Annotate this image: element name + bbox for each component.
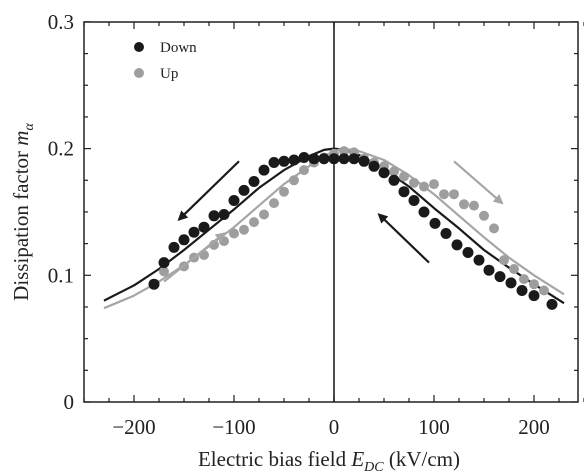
data-point-down [462,247,474,258]
x-axis-subscript: DC [363,460,384,472]
data-point-up [239,224,249,235]
legend-label-down: Down [160,40,197,56]
data-point-down [268,157,280,168]
y-axis-symbol: m [9,131,33,146]
x-tick-label: 200 [518,415,550,439]
data-point-down [451,239,463,251]
x-axis-label: Electric bias field EDC (kV/cm) [198,447,460,472]
data-point-up [299,165,309,176]
data-point-up [459,199,469,210]
data-point-down [198,221,210,233]
legend-label-up: Up [160,66,178,82]
plot-frame [83,21,579,403]
legend-marker-up [134,68,144,78]
data-point-up [289,175,299,186]
y-axis-subscript: α [22,123,37,131]
data-point-up [429,179,439,190]
y-axis-label-text: Dissipation factor [9,151,33,301]
data-point-down [516,285,528,296]
x-axis-symbol: E [350,447,364,471]
direction-arrow-up [163,232,226,283]
direction-arrow-down [377,213,430,264]
data-point-down [388,174,400,186]
x-tick-label: 0 [329,415,340,439]
data-point-down [218,209,230,220]
data-point-up [529,279,539,290]
data-point-down [528,290,540,302]
data-point-down [258,164,270,176]
data-point-down [278,155,290,167]
data-point-down [348,153,360,165]
y-axis-label: Dissipation factor mα [9,123,37,301]
data-point-down [178,234,190,246]
arrows-layer [163,160,504,283]
y-tick-label: 0.3 [48,10,74,34]
data-point-up [229,228,239,239]
data-point-up [159,266,169,277]
x-axis-label-text: Electric bias field [198,447,347,471]
y-tick-label: 0 [64,390,75,414]
tick-labels-layer: −200 −100 0 100 200 0 0.1 0.2 0.3 [48,10,550,439]
data-points-layer [148,146,558,310]
data-point-down [228,195,240,206]
x-tick-label: −200 [112,415,155,439]
data-point-up [469,200,479,211]
data-point-up [489,223,499,234]
x-tick-label: −100 [212,415,255,439]
y-tick-label: 0.1 [48,263,74,287]
data-point-up [519,274,529,285]
data-point-down [408,195,420,206]
data-point-down [473,254,485,266]
data-point-down [298,152,310,163]
data-point-up [479,210,489,221]
direction-arrow-down [177,160,240,221]
data-point-up [539,285,549,296]
data-point-down [208,210,220,222]
data-point-down [483,264,495,276]
data-point-up [389,166,399,177]
data-point-up [509,264,519,274]
data-point-up [339,146,349,157]
y-tick-label: 0.2 [48,137,74,161]
data-point-down [168,241,180,253]
data-point-down [398,186,410,198]
data-point-up [449,189,459,200]
data-point-down [328,153,340,165]
data-point-down [494,271,506,283]
data-point-down [429,217,441,229]
x-tick-label: 100 [418,415,450,439]
data-point-down [188,226,200,238]
data-point-up [499,255,509,266]
data-point-up [409,177,419,188]
data-point-up [439,189,449,200]
data-point-up [419,181,429,192]
x-axis-unit: (kV/cm) [384,447,460,471]
data-point-up [269,198,279,209]
ticks-layer [83,21,584,403]
data-point-down [378,167,390,179]
data-point-down [288,154,300,166]
fit-curve-down [103,147,565,305]
legend-marker-down [134,42,144,52]
data-point-down [368,160,380,172]
data-point-down [318,153,330,165]
data-point-down [338,153,350,165]
data-point-up [399,171,409,182]
data-point-down [158,257,170,269]
data-point-down [148,278,160,290]
data-point-up [279,186,289,197]
data-point-up [259,209,269,220]
data-point-up [249,217,259,228]
data-point-down [440,228,452,239]
data-point-down [546,298,558,310]
data-point-down [358,155,370,167]
data-point-down [248,176,260,187]
data-point-down [238,184,250,196]
data-point-down [505,277,517,289]
direction-arrow-up [453,160,504,205]
legend: Down Up [134,40,197,82]
data-point-down [308,153,320,165]
data-point-down [418,206,430,218]
